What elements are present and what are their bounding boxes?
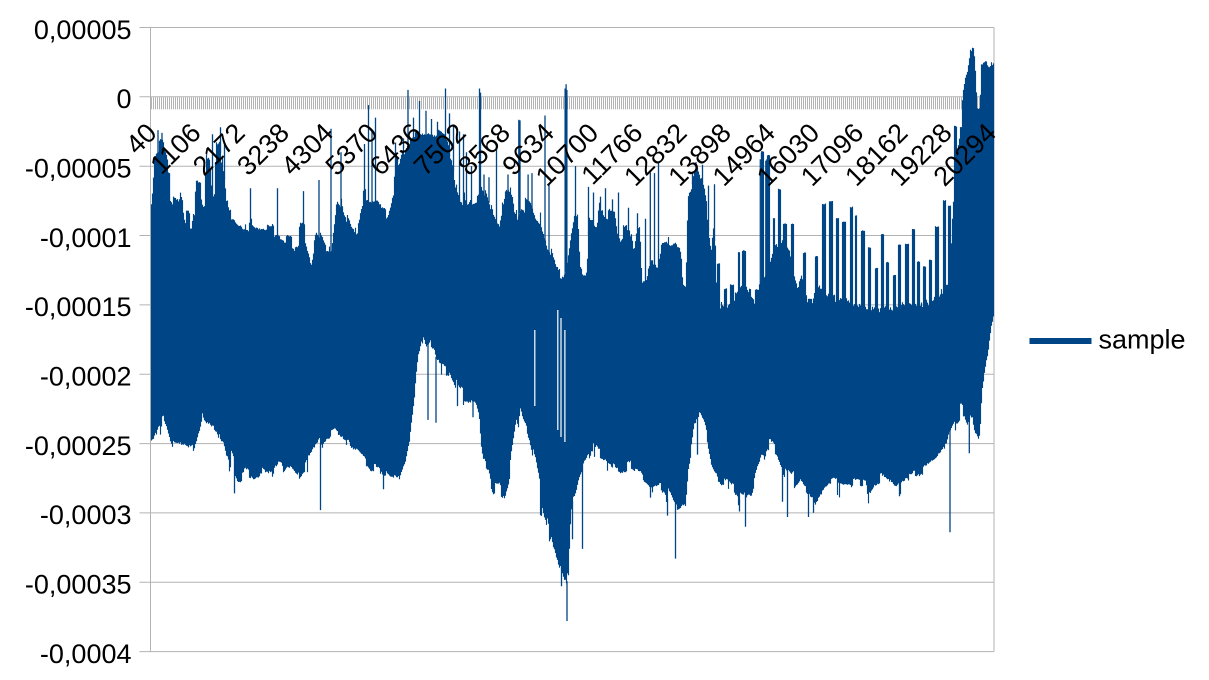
svg-text:0,00005: 0,00005 [34, 15, 132, 45]
svg-text:-0,0004: -0,0004 [40, 639, 132, 669]
svg-text:sample: sample [1099, 325, 1186, 355]
svg-text:-0,00005: -0,00005 [25, 154, 132, 184]
svg-text:-0,00015: -0,00015 [25, 292, 132, 322]
svg-text:-0,00035: -0,00035 [25, 570, 132, 600]
svg-text:0: 0 [116, 84, 131, 114]
svg-text:-0,00025: -0,00025 [25, 431, 132, 461]
svg-text:-0,0002: -0,0002 [40, 362, 132, 392]
svg-text:-0,0001: -0,0001 [40, 223, 132, 253]
svg-text:-0,0003: -0,0003 [40, 500, 132, 530]
